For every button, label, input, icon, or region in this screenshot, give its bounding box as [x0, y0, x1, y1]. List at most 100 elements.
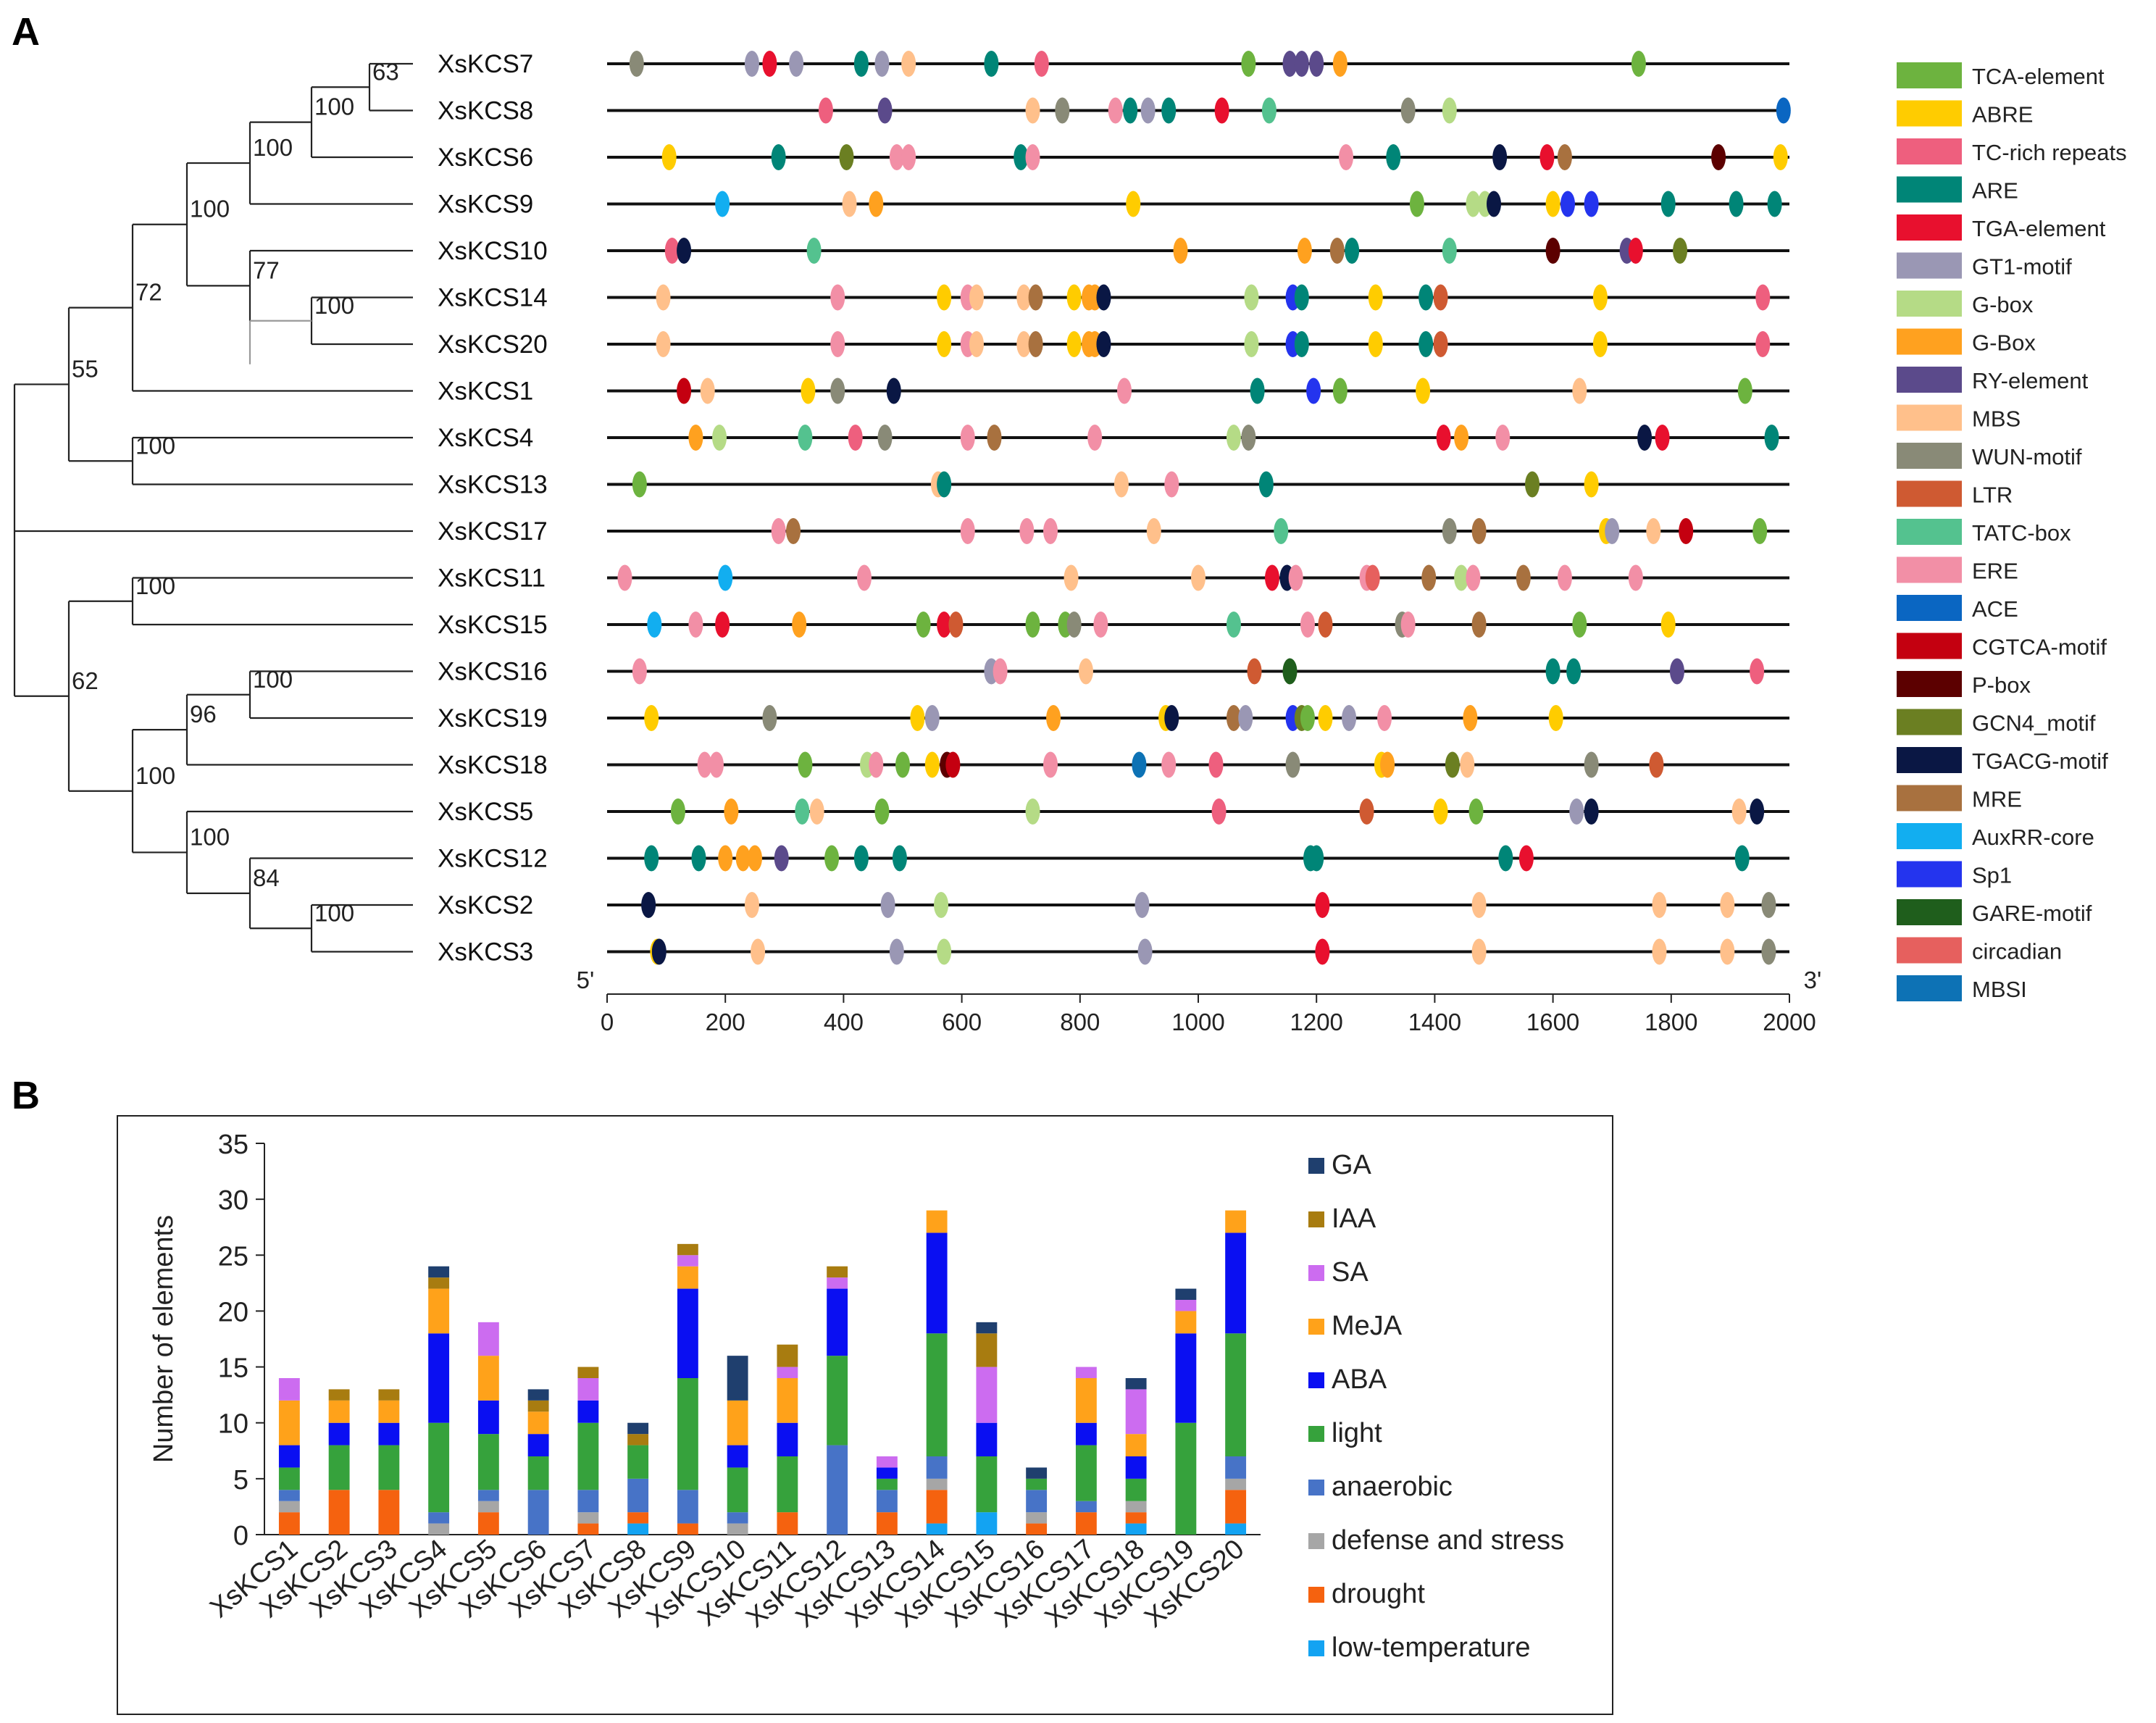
element-tgacg-motif — [886, 377, 901, 404]
element-gt1-motif — [1569, 798, 1584, 825]
element-gt1-motif — [744, 51, 759, 77]
bar-xskcs1-sa — [278, 1378, 300, 1401]
y-tick-label: 25 — [218, 1241, 248, 1272]
bar-xskcs13-drought — [876, 1512, 898, 1535]
bar-xskcs11-meja — [777, 1378, 798, 1423]
element-are — [1545, 658, 1560, 685]
gene-label-xskcs9: XsKCS9 — [438, 191, 533, 219]
bar-legend-swatch-ga — [1308, 1158, 1324, 1174]
bar-xskcs14-light — [926, 1333, 948, 1456]
bar-legend-swatch-defense-and-stress — [1308, 1533, 1324, 1549]
element-tga-element — [1655, 425, 1670, 451]
element-tca-element — [1332, 377, 1348, 404]
element-g-box — [1463, 705, 1478, 731]
element-gt1-motif — [789, 51, 804, 77]
gene-label-xskcs8: XsKCS8 — [438, 97, 533, 125]
y-tick-label: 20 — [218, 1297, 248, 1327]
legend-swatch-gcn4-motif — [1897, 709, 1962, 735]
x-tick-label: 2000 — [1763, 1009, 1816, 1035]
element-abre — [1584, 471, 1599, 498]
element-tca-element — [824, 845, 840, 872]
element-g-box — [937, 938, 952, 965]
bar-xskcs19-sa — [1175, 1300, 1197, 1311]
bar-xskcs3-drought — [378, 1490, 400, 1535]
bar-legend-swatch-aba — [1308, 1372, 1324, 1388]
legend-swatch-tca-element — [1897, 62, 1962, 88]
element-g-box — [934, 892, 949, 918]
phylogenetic-tree — [13, 62, 413, 953]
element-cgtca-motif — [1679, 518, 1694, 544]
bar-xskcs6-aba — [527, 1434, 549, 1456]
gene-label-xskcs5: XsKCS5 — [438, 798, 533, 826]
element-ere — [1495, 425, 1511, 451]
x-tick-label: 400 — [824, 1009, 864, 1035]
legend-label-p-box: P-box — [1972, 672, 2031, 698]
element-mbs — [1646, 518, 1661, 544]
element-g-box — [1297, 238, 1312, 264]
y-tick-label: 15 — [218, 1353, 248, 1384]
bar-legend-label-aba: ABA — [1332, 1364, 1387, 1395]
element-tca-element — [916, 612, 931, 638]
element-mre — [1226, 705, 1241, 731]
legend-label-sp1: Sp1 — [1972, 863, 2012, 888]
element-abre — [1548, 705, 1563, 731]
element-sp1 — [1560, 191, 1575, 217]
legend-swatch-gare-motif — [1897, 899, 1962, 925]
element-tga-element — [762, 51, 777, 77]
bootstrap-value: 55 — [72, 355, 99, 382]
bar-xskcs20-anaerobic — [1225, 1456, 1247, 1479]
element-tca-element — [1409, 191, 1424, 217]
legend-label-ry-element: RY-element — [1972, 368, 2089, 393]
element-abre — [1592, 284, 1608, 311]
element-ry-element — [877, 97, 893, 124]
bar-xskcs7-iaa — [577, 1367, 599, 1378]
element-are — [1729, 191, 1744, 217]
element-ere — [709, 751, 724, 778]
element-tga-element — [715, 612, 730, 638]
element-g-box — [1454, 564, 1469, 591]
element-are — [984, 51, 999, 77]
bar-xskcs13-anaerobic — [876, 1490, 898, 1513]
element-are — [1767, 191, 1782, 217]
element-g-box — [1380, 751, 1395, 778]
element-tga-element — [1315, 892, 1330, 918]
element-mre — [987, 425, 1002, 451]
legend-swatch-ltr — [1897, 480, 1962, 507]
gene-label-xskcs7: XsKCS7 — [438, 50, 533, 78]
gene-label-xskcs16: XsKCS16 — [438, 658, 548, 686]
gene-label-xskcs19: XsKCS19 — [438, 704, 548, 733]
element-ace — [1776, 97, 1791, 124]
legend-swatch-g-box — [1897, 291, 1962, 317]
bar-xskcs19-aba — [1175, 1333, 1197, 1423]
legend-label-gcn4-motif: GCN4_motif — [1972, 711, 2096, 736]
bar-xskcs17-meja — [1075, 1378, 1097, 1423]
element-gt1-motif — [1137, 938, 1153, 965]
legend-swatch-abre — [1897, 100, 1962, 127]
element-wun-motif — [1442, 518, 1457, 544]
bar-xskcs11-sa — [777, 1367, 798, 1378]
bootstrap-value: 100 — [314, 899, 354, 926]
element-ere — [1300, 612, 1315, 638]
element-g-box — [1466, 191, 1481, 217]
element-tga-element — [1214, 97, 1229, 124]
element-mre — [1329, 238, 1345, 264]
legend-swatch-tatc-box — [1897, 519, 1962, 545]
element-are — [1014, 144, 1029, 170]
element-g-box — [869, 191, 884, 217]
element-are — [691, 845, 706, 872]
gene-label-xskcs2: XsKCS2 — [438, 891, 533, 919]
element-mbs — [1720, 938, 1735, 965]
bar-legend-label-defense-and-stress: defense and stress — [1332, 1525, 1564, 1556]
element-auxrr-core — [647, 612, 662, 638]
bar-xskcs8-low-temperature — [627, 1523, 649, 1535]
element-abre — [1592, 331, 1608, 357]
bar-xskcs4-ga — [428, 1266, 450, 1278]
element-are — [1498, 845, 1513, 872]
bar-xskcs5-sa — [477, 1322, 499, 1356]
bar-xskcs6-meja — [527, 1411, 549, 1435]
legend-swatch-cgtca-motif — [1897, 633, 1962, 659]
legend-label-tc-rich-repeats: TC-rich repeats — [1972, 140, 2127, 165]
element-g-box — [1025, 798, 1040, 825]
bar-xskcs7-aba — [577, 1400, 599, 1423]
element-tgacg-motif — [1096, 284, 1111, 311]
